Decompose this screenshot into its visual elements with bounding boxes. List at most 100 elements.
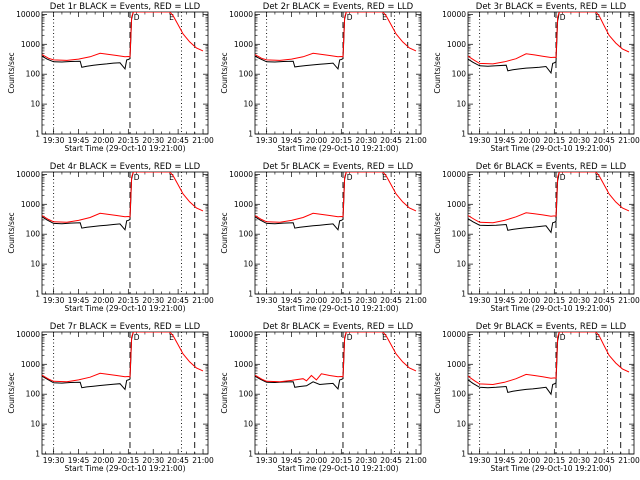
lld-series-line <box>255 332 417 383</box>
x-tick-label: 19:30 <box>43 296 65 305</box>
y-tick-label: 10 <box>243 420 253 429</box>
x-tick-label: 20:15 <box>544 296 566 305</box>
x-tick-label: 19:30 <box>256 296 278 305</box>
x-tick-label: 20:00 <box>519 136 541 145</box>
x-tick-label: 20:00 <box>306 136 328 145</box>
x-tick-label: 20:45 <box>593 136 615 145</box>
x-tick-label: 20:30 <box>142 456 164 465</box>
y-tick-label: 10 <box>30 100 40 109</box>
y-tick-label: 1 <box>461 450 466 459</box>
x-tick-label: 20:00 <box>519 456 541 465</box>
lld-series-line <box>255 172 417 223</box>
attenuator-marker-label: D <box>347 173 353 182</box>
y-axis-label: Counts/sec <box>7 52 16 93</box>
x-tick-label: 20:45 <box>167 136 189 145</box>
y-tick-label: 10 <box>456 260 466 269</box>
x-tick-label: 19:45 <box>494 296 516 305</box>
x-tick-label: 19:45 <box>281 456 303 465</box>
x-tick-label: 20:30 <box>568 296 590 305</box>
panel-title: Det 9r BLACK = Events, RED = LLD <box>476 322 627 332</box>
attenuator-marker-label: E <box>382 173 387 182</box>
y-tick-label: 10 <box>456 100 466 109</box>
y-tick-label: 1000 <box>21 200 40 209</box>
plot-frame <box>254 331 422 455</box>
y-tick-label: 10000 <box>229 10 253 19</box>
y-tick-label: 1000 <box>234 40 253 49</box>
y-axis-label: Counts/sec <box>220 52 229 93</box>
lld-series-line <box>42 12 204 61</box>
x-axis-label: Start Time (29-Oct-10 19:21:00) <box>490 304 611 313</box>
panel-title: Det 8r BLACK = Events, RED = LLD <box>263 322 414 332</box>
x-tick-label: 20:00 <box>93 136 115 145</box>
y-axis-label: Counts/sec <box>7 372 16 413</box>
y-tick-label: 1 <box>35 290 40 299</box>
plot-frame <box>467 171 635 295</box>
x-tick-label: 20:45 <box>380 136 402 145</box>
y-tick-label: 1000 <box>21 40 40 49</box>
x-tick-label: 20:15 <box>118 136 140 145</box>
events-series-line <box>42 332 140 391</box>
x-tick-label: 19:45 <box>281 296 303 305</box>
x-tick-label: 21:00 <box>618 136 640 145</box>
detector-panel-1: Det 1r BLACK = Events, RED = LLD 1 10 100 10… <box>7 2 214 153</box>
x-tick-label: 20:30 <box>355 456 377 465</box>
x-tick-label: 19:45 <box>281 136 303 145</box>
y-tick-label: 100 <box>452 70 467 79</box>
lld-series-line <box>468 332 630 386</box>
y-tick-label: 1 <box>35 130 40 139</box>
x-axis-label: Start Time (29-Oct-10 19:21:00) <box>64 464 185 473</box>
x-tick-label: 20:15 <box>118 456 140 465</box>
y-tick-label: 10 <box>456 420 466 429</box>
x-tick-label: 19:30 <box>43 136 65 145</box>
x-tick-label: 20:15 <box>331 296 353 305</box>
attenuator-marker-label: E <box>169 173 174 182</box>
y-tick-label: 1 <box>248 290 253 299</box>
y-tick-label: 100 <box>26 70 41 79</box>
x-axis-label: Start Time (29-Oct-10 19:21:00) <box>64 144 185 153</box>
detector-panel-6: Det 6r BLACK = Events, RED = LLD 1 10 100 10… <box>433 162 640 313</box>
y-tick-label: 10000 <box>229 170 253 179</box>
x-tick-label: 21:00 <box>405 136 427 145</box>
x-tick-label: 19:30 <box>469 296 491 305</box>
x-tick-label: 19:45 <box>494 456 516 465</box>
x-tick-label: 20:30 <box>568 456 590 465</box>
x-axis-label: Start Time (29-Oct-10 19:21:00) <box>277 144 398 153</box>
x-tick-label: 20:15 <box>331 136 353 145</box>
y-tick-label: 100 <box>26 230 41 239</box>
attenuator-marker-label: E <box>169 333 174 342</box>
x-tick-label: 20:00 <box>519 296 541 305</box>
lld-series-line <box>468 12 630 65</box>
y-tick-label: 1000 <box>447 200 466 209</box>
plot-frame <box>41 171 209 295</box>
x-tick-label: 20:00 <box>93 296 115 305</box>
y-tick-label: 1 <box>248 130 253 139</box>
y-tick-label: 1000 <box>447 40 466 49</box>
x-tick-label: 20:00 <box>306 456 328 465</box>
attenuator-marker-label: D <box>134 333 140 342</box>
attenuator-marker-label: D <box>560 13 566 22</box>
y-tick-label: 1 <box>35 450 40 459</box>
attenuator-marker-label: E <box>595 13 600 22</box>
lld-series-line <box>255 12 417 61</box>
lld-series-line <box>468 172 630 224</box>
x-tick-label: 19:45 <box>68 296 90 305</box>
y-tick-label: 10000 <box>16 10 40 19</box>
panel-title: Det 3r BLACK = Events, RED = LLD <box>476 2 627 12</box>
x-axis-label: Start Time (29-Oct-10 19:21:00) <box>64 304 185 313</box>
detector-panel-8: Det 8r BLACK = Events, RED = LLD 1 10 100 10… <box>220 322 427 473</box>
x-tick-label: 19:30 <box>469 456 491 465</box>
x-tick-label: 21:00 <box>618 296 640 305</box>
x-tick-label: 21:00 <box>405 456 427 465</box>
y-tick-label: 1000 <box>234 200 253 209</box>
x-tick-label: 21:00 <box>618 456 640 465</box>
y-tick-label: 100 <box>239 70 254 79</box>
x-axis-label: Start Time (29-Oct-10 19:21:00) <box>490 464 611 473</box>
panel-title: Det 4r BLACK = Events, RED = LLD <box>50 162 201 172</box>
plot-frame <box>254 171 422 295</box>
y-axis-label: Counts/sec <box>433 212 442 253</box>
x-tick-label: 19:30 <box>256 456 278 465</box>
y-tick-label: 1 <box>461 290 466 299</box>
plot-frame <box>41 331 209 455</box>
attenuator-marker-label: E <box>382 333 387 342</box>
